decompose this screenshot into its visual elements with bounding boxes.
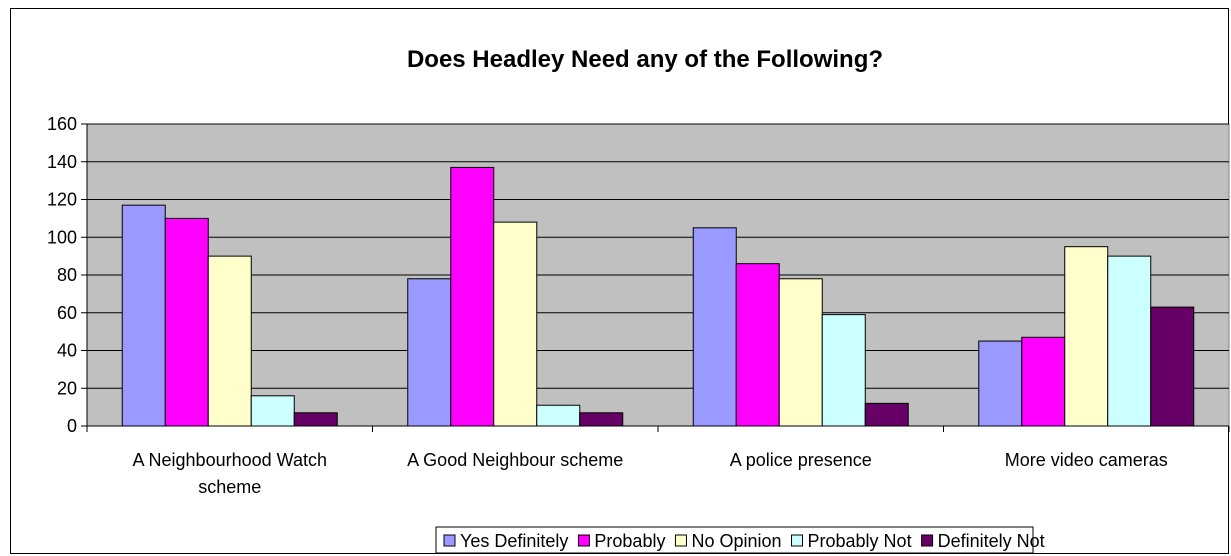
legend-label: Probably Not bbox=[808, 531, 912, 551]
y-tick-label: 0 bbox=[67, 416, 77, 436]
y-tick-label: 160 bbox=[47, 114, 77, 134]
y-tick-label: 100 bbox=[47, 227, 77, 247]
legend-swatch bbox=[791, 534, 804, 547]
bar bbox=[250, 395, 295, 427]
legend-swatch bbox=[674, 534, 687, 547]
bar bbox=[1021, 336, 1066, 427]
legend-label: Yes Definitely bbox=[460, 531, 568, 551]
bar bbox=[1107, 255, 1152, 427]
chart-title: Does Headley Need any of the Following? bbox=[407, 46, 883, 73]
bar bbox=[121, 204, 166, 427]
y-tick-label: 120 bbox=[47, 190, 77, 210]
bar bbox=[1150, 306, 1195, 427]
y-tick-label: 20 bbox=[57, 378, 77, 398]
legend bbox=[435, 526, 1034, 554]
bar bbox=[978, 340, 1023, 427]
bar bbox=[207, 255, 252, 427]
bar bbox=[1064, 246, 1109, 427]
x-category-label: A Neighbourhood Watch bbox=[133, 450, 327, 470]
y-tick-label: 40 bbox=[57, 341, 77, 361]
bar bbox=[536, 404, 581, 427]
legend-label: No Opinion bbox=[691, 531, 781, 551]
bar bbox=[821, 314, 866, 427]
bar bbox=[735, 263, 780, 427]
legend-swatch bbox=[577, 534, 590, 547]
bar bbox=[493, 221, 538, 427]
bar bbox=[407, 278, 452, 427]
x-category-label: A police presence bbox=[730, 450, 872, 470]
bar bbox=[579, 412, 624, 427]
legend-label: Probably bbox=[594, 531, 665, 551]
legend-swatch bbox=[921, 534, 934, 547]
bar bbox=[692, 227, 737, 427]
bar bbox=[164, 217, 209, 427]
bar bbox=[293, 412, 338, 427]
y-tick-label: 80 bbox=[57, 265, 77, 285]
bar bbox=[778, 278, 823, 427]
y-tick-label: 140 bbox=[47, 152, 77, 172]
bar bbox=[864, 402, 909, 427]
legend-label: Definitely Not bbox=[938, 531, 1045, 551]
x-category-label: A Good Neighbour scheme bbox=[407, 450, 623, 470]
x-category-label: More video cameras bbox=[1005, 450, 1168, 470]
x-category-label: scheme bbox=[198, 477, 261, 497]
legend-swatch bbox=[443, 534, 456, 547]
y-tick-label: 60 bbox=[57, 303, 77, 323]
bar bbox=[450, 166, 495, 427]
